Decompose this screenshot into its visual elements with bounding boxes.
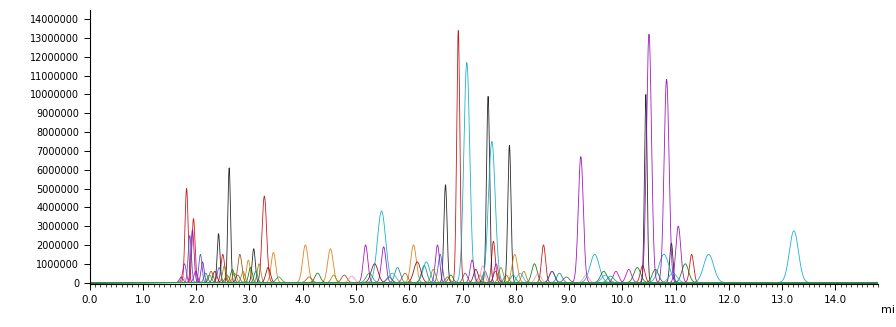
Text: min: min xyxy=(881,305,896,315)
